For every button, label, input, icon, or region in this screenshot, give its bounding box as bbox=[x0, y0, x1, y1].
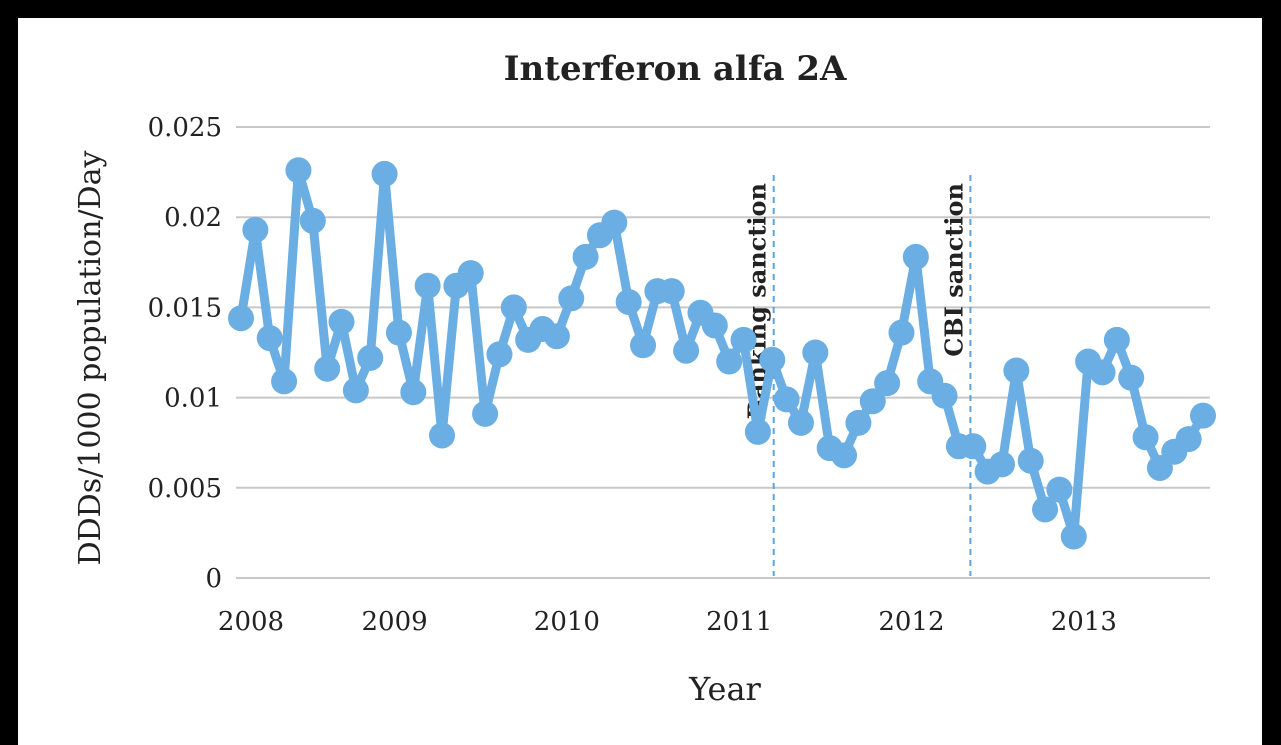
data-point bbox=[1032, 496, 1059, 523]
data-point bbox=[457, 260, 484, 287]
data-point bbox=[701, 312, 728, 339]
y-tick-label: 0.005 bbox=[148, 474, 222, 504]
chart-panel bbox=[18, 18, 1262, 745]
data-point bbox=[1190, 402, 1216, 429]
data-point bbox=[342, 377, 369, 404]
y-tick-label: 0 bbox=[205, 564, 222, 594]
data-point bbox=[845, 409, 872, 436]
data-point bbox=[831, 442, 858, 469]
data-point bbox=[931, 382, 958, 409]
data-point bbox=[716, 348, 743, 375]
data-point bbox=[888, 319, 915, 346]
x-tick-label: 2013 bbox=[1051, 607, 1117, 637]
data-point bbox=[572, 243, 599, 270]
data-point bbox=[615, 288, 642, 315]
data-point bbox=[429, 422, 456, 449]
data-point bbox=[1060, 523, 1087, 550]
data-point bbox=[558, 285, 585, 312]
data-point bbox=[773, 386, 800, 413]
data-point bbox=[285, 157, 312, 184]
chart-title: Interferon alfa 2A bbox=[504, 49, 847, 89]
data-point bbox=[1132, 424, 1159, 451]
x-tick-label: 2011 bbox=[706, 607, 772, 637]
data-point bbox=[256, 325, 283, 352]
data-point bbox=[902, 243, 929, 270]
data-point bbox=[1003, 357, 1030, 384]
y-axis-label: DDDs/1000 population/Day bbox=[73, 151, 108, 566]
data-point bbox=[859, 388, 886, 415]
y-tick-label: 0.01 bbox=[164, 384, 222, 414]
x-tick-label: 2009 bbox=[361, 607, 427, 637]
data-point bbox=[228, 305, 254, 332]
data-point bbox=[500, 294, 527, 321]
data-point bbox=[385, 319, 412, 346]
data-point bbox=[1017, 447, 1044, 474]
data-point bbox=[414, 272, 441, 299]
data-point bbox=[299, 207, 326, 234]
data-point bbox=[1175, 426, 1202, 453]
data-point bbox=[673, 337, 700, 364]
data-point bbox=[988, 451, 1015, 478]
data-point bbox=[357, 344, 384, 371]
data-point bbox=[371, 160, 398, 187]
data-point bbox=[1089, 359, 1116, 386]
x-axis-label: Year bbox=[688, 670, 761, 708]
data-point bbox=[242, 216, 269, 243]
y-tick-label: 0.02 bbox=[164, 203, 222, 233]
data-point bbox=[874, 370, 901, 397]
data-point bbox=[314, 355, 341, 382]
data-point bbox=[730, 326, 757, 353]
data-point bbox=[630, 332, 657, 359]
data-point bbox=[400, 379, 427, 406]
x-tick-label: 2012 bbox=[878, 607, 944, 637]
data-point bbox=[960, 433, 987, 460]
data-point bbox=[1118, 364, 1145, 391]
data-point bbox=[802, 339, 829, 366]
data-point bbox=[1103, 326, 1130, 353]
y-tick-label: 0.025 bbox=[148, 113, 222, 143]
data-point bbox=[328, 308, 355, 335]
data-point bbox=[744, 418, 771, 445]
data-point bbox=[759, 346, 786, 373]
data-point bbox=[787, 409, 814, 436]
data-point bbox=[271, 368, 298, 395]
y-tick-label: 0.015 bbox=[148, 293, 222, 323]
x-tick-label: 2008 bbox=[218, 607, 284, 637]
data-point bbox=[486, 341, 513, 368]
data-point bbox=[658, 278, 685, 305]
data-point bbox=[1046, 476, 1073, 503]
data-point bbox=[543, 323, 570, 350]
data-point bbox=[601, 209, 628, 236]
x-tick-label: 2010 bbox=[534, 607, 600, 637]
annotation-label: CBI sanction bbox=[939, 183, 968, 357]
data-point bbox=[472, 400, 499, 427]
